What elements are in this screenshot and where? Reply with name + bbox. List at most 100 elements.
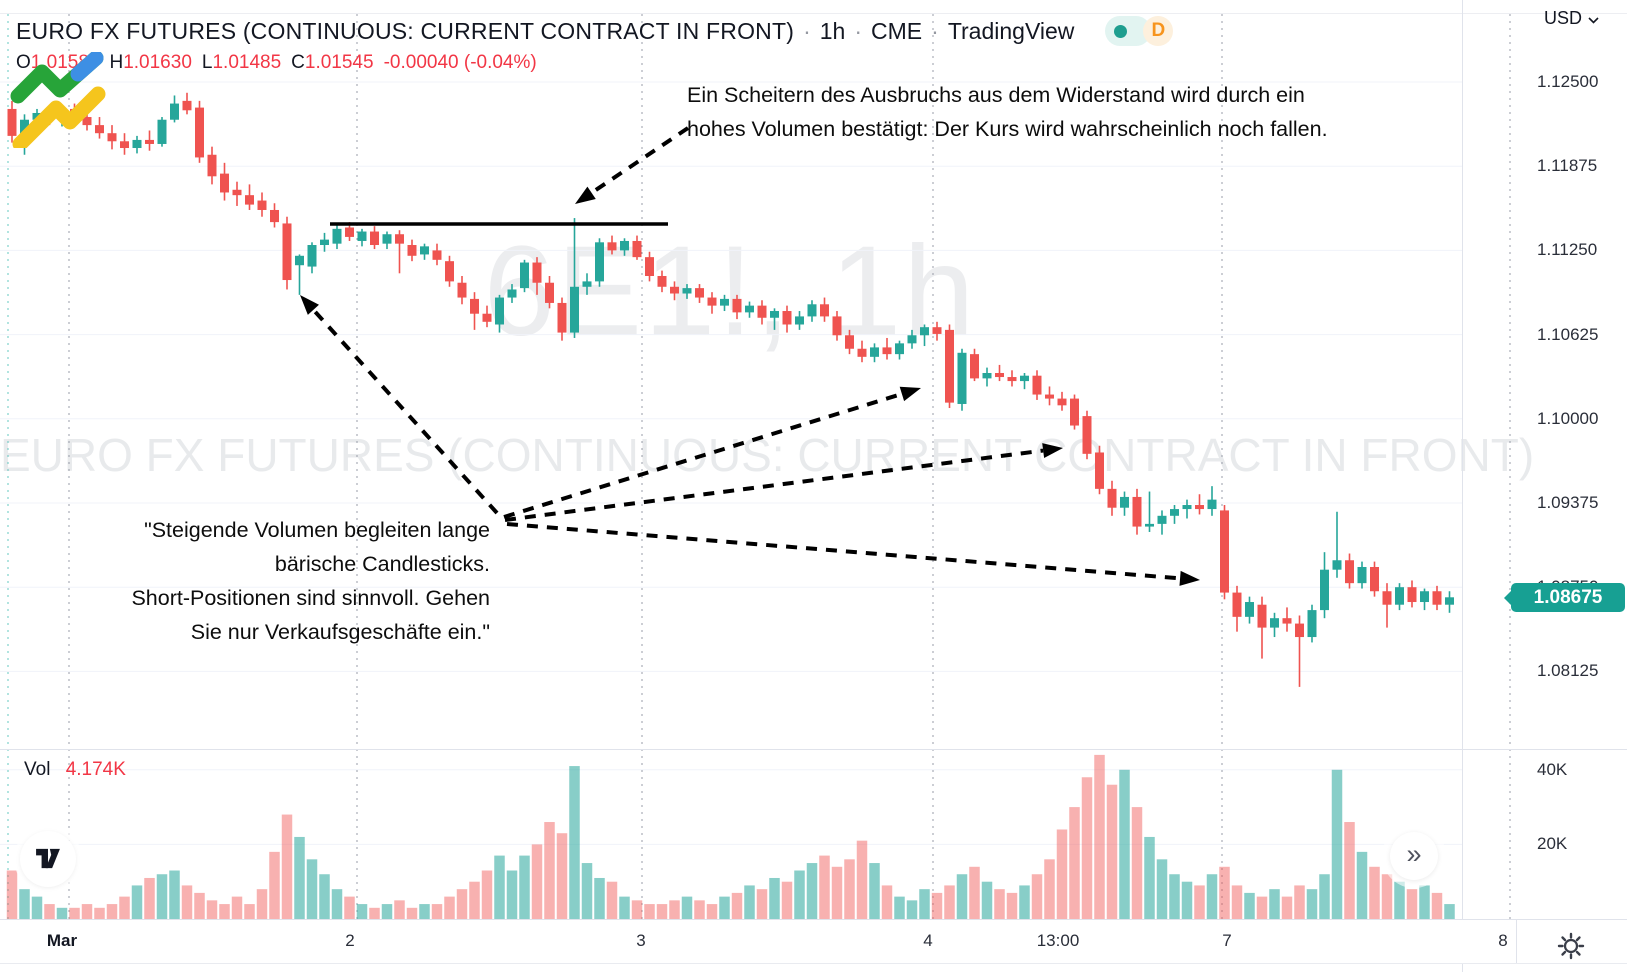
- candle-body: [145, 139, 154, 144]
- annotation-line: Sie nur Verkaufsgeschäfte ein.": [190, 620, 490, 644]
- annotation-line: hohes Volumen bestätigt: Der Kurs wird w…: [687, 117, 1328, 141]
- volume-bar: [594, 877, 605, 919]
- tradingview-logo-button[interactable]: [20, 831, 76, 887]
- candle-body: [270, 209, 279, 223]
- volume-bar: [1006, 892, 1018, 919]
- annotation-arrow-shaft: [503, 392, 903, 519]
- candle-body: [570, 286, 579, 333]
- scroll-right-button[interactable]: »: [1390, 832, 1438, 880]
- candle-body: [607, 242, 617, 251]
- candle-body: [970, 354, 979, 379]
- candle-body: [507, 289, 517, 298]
- pane-separator[interactable]: [0, 749, 1627, 750]
- candle-body: [1132, 496, 1142, 527]
- candle-body: [1432, 591, 1442, 605]
- volume-bar: [106, 904, 118, 919]
- price-axis-label: 1.08125: [1537, 661, 1599, 681]
- volume-bar: [994, 889, 1005, 919]
- volume-bar: [194, 892, 205, 919]
- chevron-down-icon: [1588, 16, 1599, 24]
- candle-body: [495, 297, 504, 325]
- candle-body: [307, 245, 317, 267]
- candle-body: [932, 327, 942, 334]
- volume-bar: [1369, 866, 1380, 919]
- provider-label[interactable]: TradingView: [947, 17, 1075, 44]
- candle-body: [1307, 610, 1317, 638]
- time-axis-label[interactable]: 8: [1498, 931, 1508, 950]
- currency-selector[interactable]: USD: [1544, 8, 1599, 29]
- candle-body: [757, 305, 767, 318]
- chart-header: EURO FX FUTURES (CONTINUOUS: CURRENT CON…: [16, 16, 1174, 46]
- ohlc-high-key: H: [109, 52, 124, 73]
- candle-body: [820, 304, 829, 317]
- time-axis-label[interactable]: 2: [345, 931, 355, 950]
- annotation-arrow-shaft: [590, 126, 690, 195]
- volume-bar: [569, 766, 580, 919]
- volume-bar: [506, 870, 518, 919]
- volume-bar: [456, 889, 468, 919]
- settings-gear-button[interactable]: [1553, 928, 1589, 964]
- volume-bar: [1144, 836, 1155, 919]
- volume-bar: [1306, 889, 1318, 919]
- volume-legend: Vol 4.174K: [24, 759, 126, 781]
- candle-body: [1195, 505, 1204, 510]
- volume-bar: [1081, 777, 1093, 919]
- annotation-arrow-head: [1042, 443, 1063, 458]
- volume-bar: [819, 855, 830, 919]
- volume-bar: [731, 892, 743, 919]
- volume-bar: [1344, 822, 1355, 919]
- annotation-arrow-head: [1179, 570, 1200, 586]
- volume-bar: [331, 889, 343, 919]
- candle-body: [907, 335, 917, 344]
- annotation-breakout-note[interactable]: Ein Scheitern des Ausbruchs aus dem Wide…: [687, 78, 1328, 146]
- volume-bar: [794, 870, 805, 919]
- annotation-arrow-shaft: [506, 522, 1181, 581]
- time-axis[interactable]: Mar 2 3 4 13:00 7 8: [0, 919, 1627, 964]
- time-axis-label[interactable]: Mar: [46, 931, 78, 950]
- market-status[interactable]: D: [1105, 16, 1174, 46]
- currency-label: USD: [1544, 8, 1583, 28]
- candle-body: [120, 141, 129, 149]
- candle-body: [520, 262, 529, 289]
- volume-bar: [719, 896, 730, 919]
- volume-bar: [944, 885, 955, 919]
- volume-bar: [394, 900, 405, 919]
- volume-bar: [831, 866, 843, 919]
- volume-bar: [544, 822, 555, 919]
- annotation-volume-note[interactable]: "Steigende Volumen begleiten lange bäris…: [88, 513, 490, 649]
- header-separator: ·: [854, 17, 863, 44]
- time-axis-label[interactable]: 4: [923, 931, 933, 950]
- symbol-title[interactable]: EURO FX FUTURES (CONTINUOUS: CURRENT CON…: [16, 17, 795, 44]
- candle-body: [632, 240, 642, 258]
- exchange-label[interactable]: CME: [871, 17, 923, 44]
- candle-body: [1007, 377, 1017, 382]
- time-axis-label[interactable]: 3: [636, 931, 646, 950]
- volume-bar: [769, 877, 780, 919]
- candle-body: [320, 239, 329, 246]
- candle-body: [1082, 416, 1092, 454]
- volume-value: 4.174K: [65, 759, 126, 780]
- time-axis-label[interactable]: 7: [1222, 931, 1232, 950]
- volume-bar: [306, 859, 318, 919]
- volume-bar: [156, 874, 168, 919]
- last-price-badge[interactable]: 1.08675: [1504, 583, 1625, 612]
- time-axis-label[interactable]: 13:00: [1036, 931, 1080, 950]
- volume-bar: [181, 885, 193, 919]
- volume-bar: [281, 814, 293, 919]
- volume-bar: [444, 896, 455, 919]
- interval-label[interactable]: 1h: [819, 17, 846, 44]
- price-axis[interactable]: USD 1.12500 1.11875 1.11250 1.10625 1.10000 1…: [1462, 0, 1627, 972]
- volume-bar: [1156, 859, 1168, 919]
- volume-bar: [1094, 754, 1105, 919]
- volume-bar: [894, 896, 905, 919]
- volume-bar: [1294, 885, 1305, 919]
- tradingview-logo-icon: [36, 848, 60, 869]
- price-axis-label: 1.10000: [1537, 408, 1599, 428]
- candle-body: [807, 304, 817, 317]
- watermark-symbol-interval: 6E1!, 1h: [483, 220, 977, 363]
- volume-bar: [6, 870, 18, 919]
- candle-body: [182, 100, 192, 111]
- daily-interval-badge[interactable]: D: [1143, 16, 1174, 46]
- candle-body: [545, 282, 554, 303]
